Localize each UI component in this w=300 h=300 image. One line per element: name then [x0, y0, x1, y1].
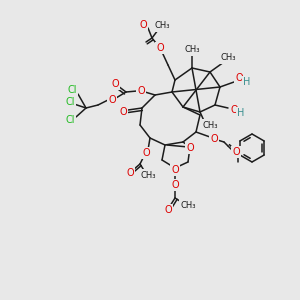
Text: O: O [142, 148, 150, 158]
Text: O: O [126, 168, 134, 178]
Text: H: H [243, 77, 251, 87]
Text: O: O [111, 79, 119, 89]
Text: CH₃: CH₃ [154, 22, 170, 31]
Text: Cl: Cl [67, 85, 77, 95]
Text: O: O [164, 205, 172, 215]
Text: O: O [171, 180, 179, 190]
Text: O: O [235, 73, 243, 83]
Text: H: H [237, 108, 245, 118]
Text: O: O [232, 147, 240, 157]
Text: O: O [171, 165, 179, 175]
Text: O: O [186, 143, 194, 153]
Text: O: O [156, 43, 164, 53]
Text: O: O [108, 95, 116, 105]
Text: O: O [230, 105, 238, 115]
Text: Cl: Cl [65, 115, 75, 125]
Text: O: O [119, 107, 127, 117]
Text: CH₃: CH₃ [220, 53, 236, 62]
Text: O: O [137, 86, 145, 96]
Text: CH₃: CH₃ [202, 121, 218, 130]
Text: CH₃: CH₃ [184, 46, 200, 55]
Text: Cl: Cl [65, 97, 75, 107]
Text: O: O [139, 20, 147, 30]
Text: CH₃: CH₃ [140, 170, 156, 179]
Text: O: O [210, 134, 218, 144]
Text: CH₃: CH₃ [180, 200, 196, 209]
